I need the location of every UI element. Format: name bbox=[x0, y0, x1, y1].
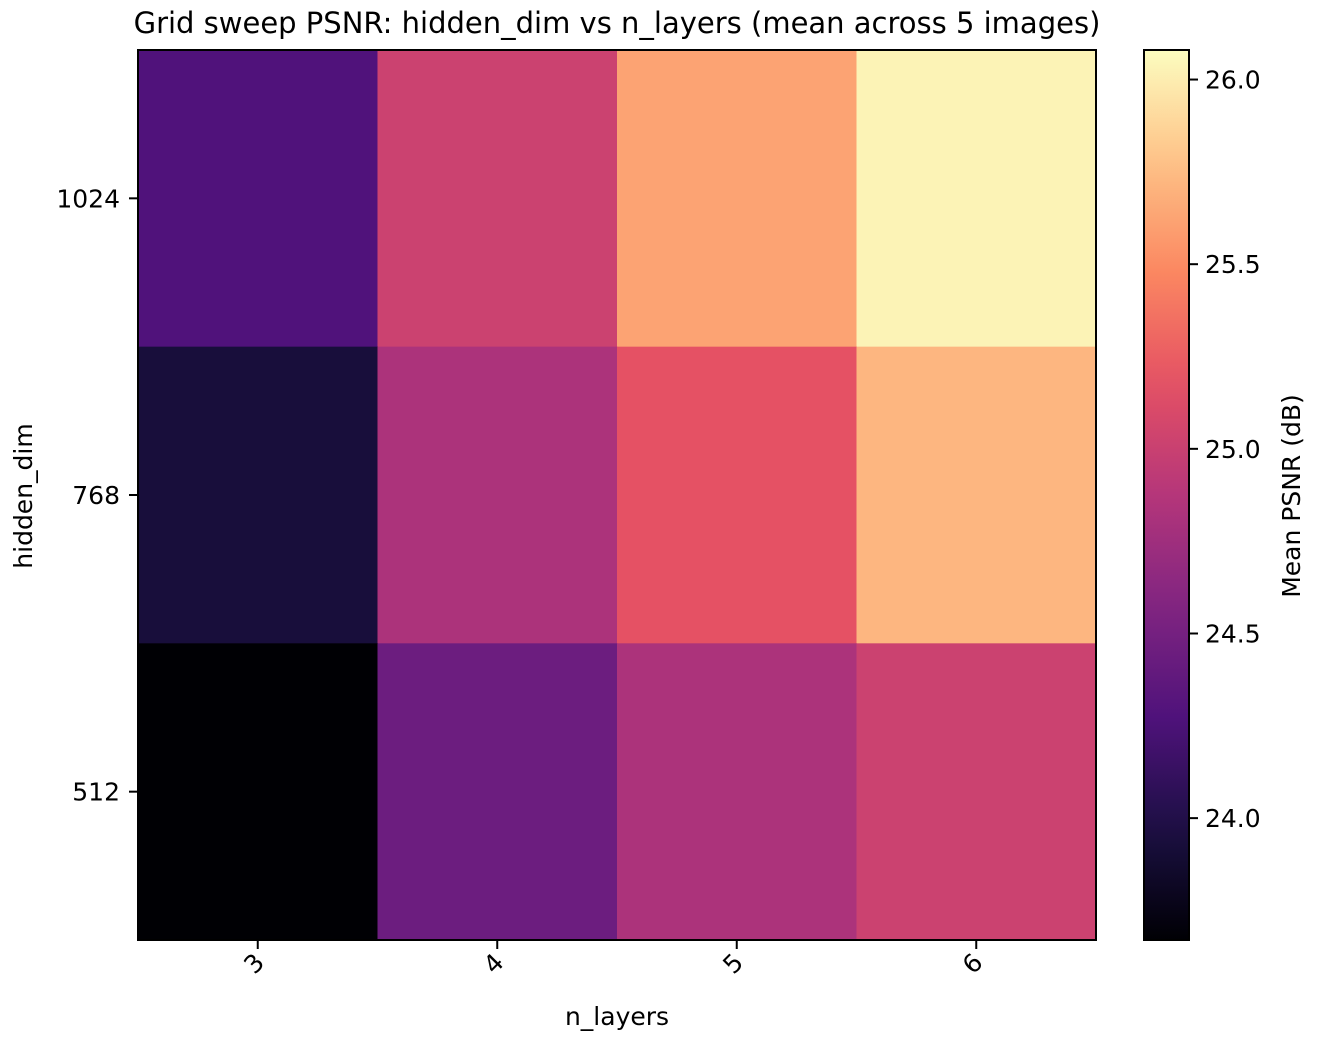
heatmap-cell-768-4 bbox=[377, 346, 618, 644]
chart-title: Grid sweep PSNR: hidden_dim vs n_layers … bbox=[134, 6, 1101, 40]
colorbar-gradient bbox=[1143, 49, 1190, 941]
heatmap-cell-1024-3 bbox=[138, 50, 378, 348]
x-tick-label: 3 bbox=[238, 948, 270, 980]
y-axis-label: hidden_dim bbox=[9, 423, 38, 568]
heatmap-cell-512-4 bbox=[377, 643, 618, 941]
plot-frame bbox=[137, 49, 1097, 941]
colorbar-label: Mean PSNR (dB) bbox=[1277, 394, 1306, 598]
colorbar-tick-label: 25.5 bbox=[1205, 250, 1261, 279]
y-tick-label: 1024 bbox=[56, 184, 120, 213]
colorbar-tick-label: 24.5 bbox=[1205, 619, 1261, 648]
y-tick-label: 768 bbox=[72, 481, 120, 510]
x-tick-label: 6 bbox=[957, 948, 989, 980]
x-tick-label: 5 bbox=[717, 948, 749, 980]
x-axis-label: n_layers bbox=[565, 1002, 669, 1031]
heatmap-cells bbox=[138, 50, 1097, 941]
y-axis-ticks: 1024 768 512 bbox=[56, 184, 138, 807]
heatmap-cell-512-5 bbox=[617, 643, 857, 941]
colorbar-tick-label: 26.0 bbox=[1205, 66, 1261, 95]
x-axis-ticks: 3 4 5 6 bbox=[238, 940, 988, 979]
colorbar-tick-label: 25.0 bbox=[1205, 435, 1261, 464]
heatmap-cell-768-3 bbox=[138, 346, 378, 644]
heatmap-cell-768-5 bbox=[617, 346, 857, 644]
heatmap-cell-1024-6 bbox=[856, 50, 1097, 348]
heatmap-cell-512-3 bbox=[138, 643, 378, 941]
heatmap-cell-1024-5 bbox=[617, 50, 857, 348]
heatmap-cell-768-6 bbox=[856, 346, 1097, 644]
colorbar-tick-label: 24.0 bbox=[1205, 804, 1261, 833]
colorbar: 24.0 24.5 25.0 25.5 26.0 bbox=[1143, 49, 1261, 941]
heatmap-cell-1024-4 bbox=[377, 50, 618, 348]
heatmap-cell-512-6 bbox=[856, 643, 1097, 941]
y-tick-label: 512 bbox=[72, 778, 120, 807]
x-tick-label: 4 bbox=[478, 948, 510, 980]
